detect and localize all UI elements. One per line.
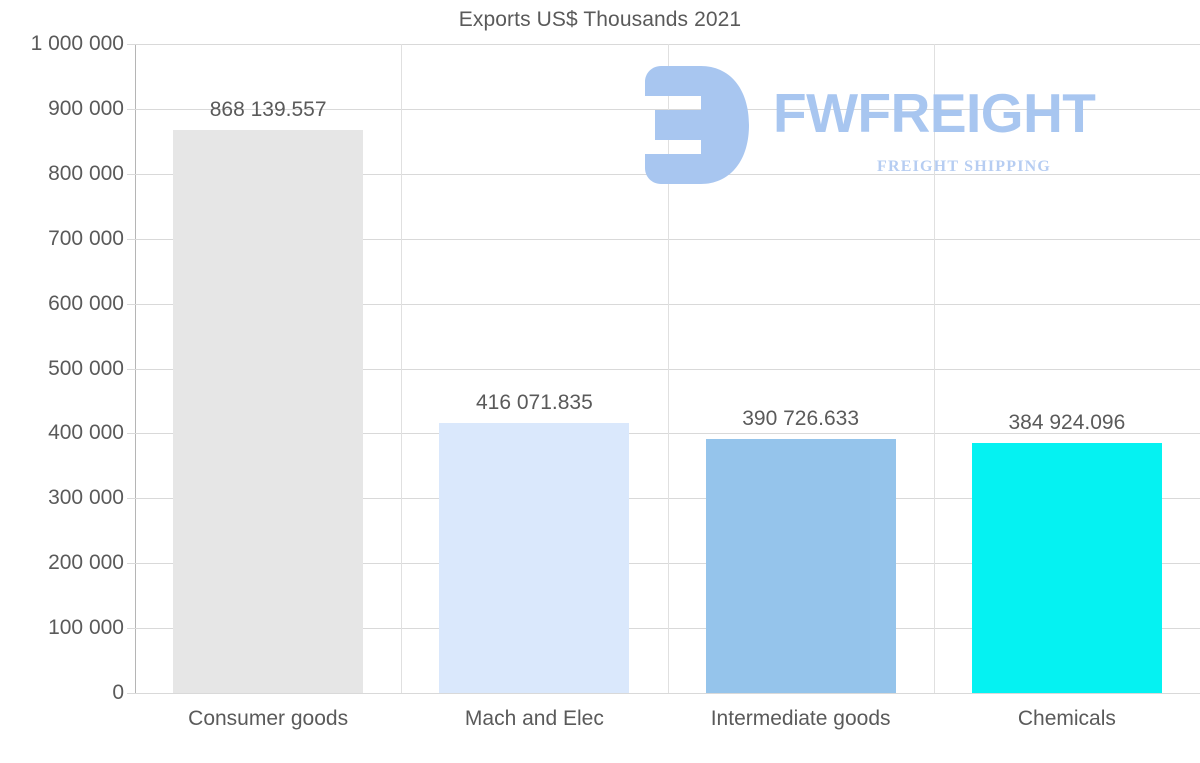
gridline-horizontal xyxy=(127,368,1200,370)
y-axis-tick-label: 800 000 xyxy=(48,161,124,185)
gridline-horizontal xyxy=(127,44,1200,45)
gridline-horizontal xyxy=(127,303,1200,305)
gridline-vertical xyxy=(401,44,402,693)
y-axis-tick-label: 900 000 xyxy=(48,96,124,120)
gridline-horizontal xyxy=(127,693,1200,694)
gridline-horizontal xyxy=(127,628,1200,630)
x-axis-tick-label: Consumer goods xyxy=(188,707,349,730)
gridline-vertical xyxy=(668,44,669,693)
y-axis-tick-labels: 0 100 000 200 000 300 000 400 000 500 000 600 … xyxy=(0,0,124,763)
x-axis-tick-label: Intermediate goods xyxy=(710,707,891,730)
y-axis-tick-label: 400 000 xyxy=(48,421,124,445)
y-axis-tick-label: 700 000 xyxy=(48,226,124,250)
gridline-horizontal xyxy=(127,563,1200,565)
bar[interactable] xyxy=(971,443,1162,693)
y-axis-tick-label: 0 xyxy=(112,681,124,704)
x-axis-tick-label: Chemicals xyxy=(1017,707,1116,730)
gridline-horizontal xyxy=(127,498,1200,500)
y-axis-tick-label: 300 000 xyxy=(48,486,124,510)
y-axis-tick-label: 600 000 xyxy=(48,291,124,315)
bar-value-label: 390 726.633 xyxy=(742,407,860,431)
bar-value-label: 384 924.096 xyxy=(1008,411,1126,435)
chart-title: Exports US$ Thousands 2021 xyxy=(458,8,742,31)
y-axis-tick-label: 100 000 xyxy=(48,616,124,640)
gridline-vertical xyxy=(934,44,935,693)
y-axis-tick-label: 200 000 xyxy=(48,551,124,575)
y-axis-tick-label: 1 000 000 xyxy=(30,32,124,55)
gridline-horizontal xyxy=(127,433,1200,435)
plot-area: 868 139.557 416 071.835 390 726.633 384 924… xyxy=(127,44,1200,694)
y-axis-tick-label: 500 000 xyxy=(48,356,124,380)
gridline-horizontal xyxy=(127,238,1200,240)
bar-value-label: 868 139.557 xyxy=(209,97,327,121)
x-axis-tick-label: Mach and Elec xyxy=(464,707,604,730)
bar[interactable] xyxy=(705,439,896,693)
bar[interactable] xyxy=(439,422,630,693)
bar[interactable] xyxy=(173,129,364,693)
bar-value-label: 416 071.835 xyxy=(475,390,593,414)
